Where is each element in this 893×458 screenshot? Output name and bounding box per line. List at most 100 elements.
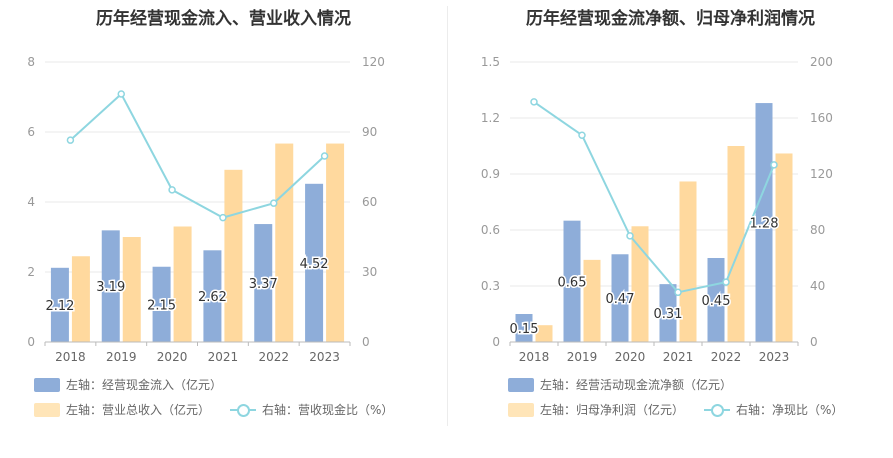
- bar-series-1: [305, 183, 324, 342]
- y-tick-right: 120: [362, 55, 385, 69]
- legend-swatch-bar-2: [34, 402, 60, 417]
- line-point: [270, 199, 278, 207]
- chart-title: 历年经营现金流净额、归母净利润情况: [526, 9, 815, 29]
- bar-series-1: [254, 224, 273, 342]
- chart-plot: 0 0.3 0.6 0.9 1.2 1.5 0 40 80 120 160 200 2018 2019 20…: [481, 55, 833, 364]
- bar-series-1: [50, 267, 69, 342]
- x-tick: 2019: [106, 350, 137, 364]
- line-point: [219, 213, 227, 222]
- bar-series-1: [755, 103, 773, 342]
- chart-plot: 0 2 4 6 8 0 30 60 90 120 2018 2019 2020 2021 2022 2023 2…: [27, 55, 385, 364]
- chart-title: 历年经营现金流入、营业收入情况: [96, 9, 351, 29]
- bar-series-2: [122, 237, 141, 342]
- data-label: 1.28: [750, 217, 779, 232]
- line-series: [69, 92, 326, 219]
- line-point: [530, 98, 538, 106]
- x-tick: 2018: [519, 350, 550, 364]
- y-tick-right: 200: [810, 55, 833, 69]
- y-tick-left: 0.6: [481, 223, 500, 237]
- bar-series-1: [515, 314, 533, 342]
- x-tick: 2023: [309, 350, 340, 364]
- legend: 左轴：经营活动现金流净额（亿元）: [508, 376, 732, 393]
- line-point: [320, 152, 329, 160]
- data-label: 4.52: [300, 257, 329, 272]
- x-tick: 2023: [759, 350, 790, 364]
- bar-series-2: [727, 146, 745, 342]
- bar-series-2: [173, 226, 192, 342]
- legend-label[interactable]: 左轴：营业总收入（亿元）: [66, 403, 211, 417]
- legend-label[interactable]: 右轴：净现比（%）: [736, 403, 844, 417]
- legend: 左轴：营业总收入（亿元） 右轴：营收现金比（%）: [34, 401, 393, 418]
- y-tick-right: 30: [362, 265, 377, 279]
- data-label: 0.65: [558, 275, 587, 290]
- bar-series-1: [563, 220, 581, 342]
- y-tick-right: 0: [362, 335, 370, 349]
- x-tick: 2021: [663, 350, 694, 364]
- bar-series-2: [535, 325, 553, 342]
- legend-swatch-bar-1: [34, 377, 60, 392]
- y-tick-left: 0.9: [481, 167, 500, 181]
- line-point: [66, 136, 75, 144]
- data-label: 2.12: [45, 299, 74, 314]
- x-tick: 2021: [208, 350, 239, 364]
- bar-series-2: [775, 153, 793, 342]
- legend-label[interactable]: 左轴：经营现金流入（亿元）: [66, 378, 223, 392]
- x-tick: 2022: [711, 350, 742, 364]
- chart-panel-right: 历年经营现金流净额、归母净利润情况 0 0.3 0.6 0.9 1.2 1.5 0 40 80 1…: [448, 0, 893, 458]
- y-tick-left: 0.3: [481, 279, 500, 293]
- bar-series-2: [71, 256, 90, 342]
- bar-series-1: [203, 250, 222, 342]
- data-label: 0.47: [606, 292, 635, 307]
- chart-panel-left: 历年经营现金流入、营业收入情况 0 2 4 6 8 0 30 60 90 120 2018 2019 2…: [27, 9, 393, 418]
- y-tick-right: 0: [810, 335, 818, 349]
- bar-series-1: [707, 258, 725, 342]
- y-tick-right: 40: [810, 279, 825, 293]
- line-point: [578, 131, 586, 139]
- bar-series-2: [275, 143, 294, 342]
- legend-label[interactable]: 左轴：归母净利润（亿元）: [540, 403, 685, 417]
- y-tick-right: 120: [810, 167, 833, 181]
- line-point: [770, 161, 778, 169]
- legend-label[interactable]: 左轴：经营活动现金流净额（亿元）: [540, 378, 733, 392]
- data-label: 3.19: [96, 280, 125, 295]
- panel-divider: [447, 6, 448, 426]
- y-tick-left: 1.2: [481, 111, 500, 125]
- line-series: [533, 101, 775, 294]
- legend-swatch-bar-2: [508, 402, 534, 417]
- data-label: 3.37: [249, 277, 278, 292]
- bar-series-1: [152, 266, 171, 342]
- legend-swatch-bar-1: [508, 377, 534, 392]
- legend-swatch-line: [230, 403, 257, 417]
- y-tick-left: 4: [27, 195, 35, 209]
- y-tick-left: 2: [27, 265, 35, 279]
- legend: 左轴：归母净利润（亿元） 右轴：净现比（%）: [508, 401, 843, 418]
- y-tick-left: 6: [27, 125, 35, 139]
- bar-series-2: [224, 169, 243, 342]
- bar-series-1: [101, 230, 120, 342]
- legend: 左轴：经营现金流入（亿元）: [34, 376, 222, 393]
- line-point: [117, 90, 125, 98]
- bar-series-2: [583, 259, 601, 342]
- data-label: 0.15: [510, 322, 539, 337]
- x-tick: 2019: [567, 350, 598, 364]
- data-label: 0.45: [702, 294, 731, 309]
- bar-series-2: [679, 181, 697, 342]
- data-label: 2.15: [147, 298, 176, 313]
- x-tick: 2020: [157, 350, 188, 364]
- bar-series-1: [611, 254, 629, 342]
- bar-series-1: [659, 284, 677, 342]
- data-label: 2.62: [198, 290, 227, 305]
- y-tick-left: 8: [27, 55, 35, 69]
- line-point: [626, 232, 634, 240]
- x-tick: 2018: [55, 350, 86, 364]
- x-tick: 2020: [615, 350, 646, 364]
- y-tick-left: 0: [492, 335, 500, 349]
- y-tick-left: 0: [27, 335, 35, 349]
- y-tick-right: 160: [810, 111, 833, 125]
- bar-series-2: [326, 143, 345, 342]
- y-tick-right: 80: [810, 223, 825, 237]
- legend-label[interactable]: 右轴：营收现金比（%）: [262, 403, 394, 417]
- y-tick-right: 90: [362, 125, 377, 139]
- y-tick-right: 60: [362, 195, 377, 209]
- line-point: [168, 186, 176, 194]
